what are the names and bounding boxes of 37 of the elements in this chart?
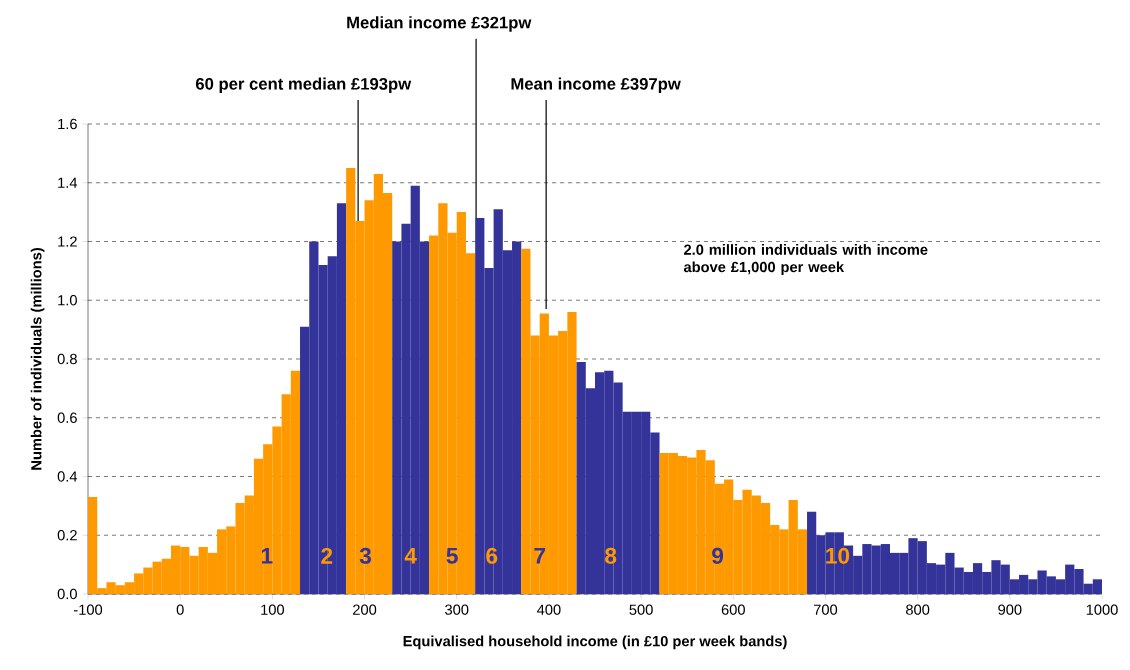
- x-tick-label: -100: [73, 604, 103, 615]
- annotation: Mean income £397pw: [511, 77, 681, 94]
- y-tick-label: 0.4: [57, 471, 78, 482]
- x-tick-label: 1000: [1086, 604, 1118, 615]
- annotation: 9: [712, 547, 724, 564]
- annotation: 10: [826, 547, 850, 564]
- annotation: 7: [534, 548, 545, 564]
- y-tick-label: 1.6: [58, 118, 77, 130]
- annotation: 60 per cent median £193pw: [195, 77, 412, 94]
- y-tick-label: 1.4: [58, 177, 78, 188]
- x-tick-label: 0: [176, 604, 184, 615]
- x-tick-label: 100: [261, 604, 285, 615]
- x-tick-label: 300: [445, 604, 469, 615]
- y-tick-label: 0.8: [57, 353, 77, 365]
- annotation: 3: [359, 547, 371, 564]
- x-tick-label: 900: [998, 604, 1022, 615]
- y-tick-label: 1.0: [58, 295, 77, 306]
- annotation: 6: [486, 547, 498, 564]
- y-axis-title: Number of individuals (millions): [30, 248, 45, 470]
- x-tick-label: 500: [629, 604, 653, 615]
- x-tick-label: 800: [906, 604, 930, 615]
- x-axis-title: Equivalised household income (in £10 per week bands): [403, 635, 787, 650]
- x-tick-label: 200: [353, 604, 377, 615]
- annotation: 8: [605, 547, 617, 564]
- y-tick-label: 1.2: [58, 236, 77, 247]
- x-tick-label: 700: [813, 604, 838, 615]
- annotation: 5: [446, 547, 458, 564]
- y-tick-label: 0.0: [57, 588, 77, 600]
- x-tick-label: 600: [721, 604, 745, 615]
- y-tick-label: 0.6: [57, 412, 77, 423]
- y-tick-label: 0.2: [57, 530, 77, 541]
- annotation: 2: [321, 547, 333, 564]
- annotation: 2.0 million individuals with income above £1,000 per week: [683, 244, 928, 276]
- annotation: Median income £321pw: [347, 16, 532, 32]
- annotation: 4: [404, 548, 417, 564]
- x-tick-label: 400: [537, 604, 561, 615]
- annotation: 1: [261, 548, 273, 564]
